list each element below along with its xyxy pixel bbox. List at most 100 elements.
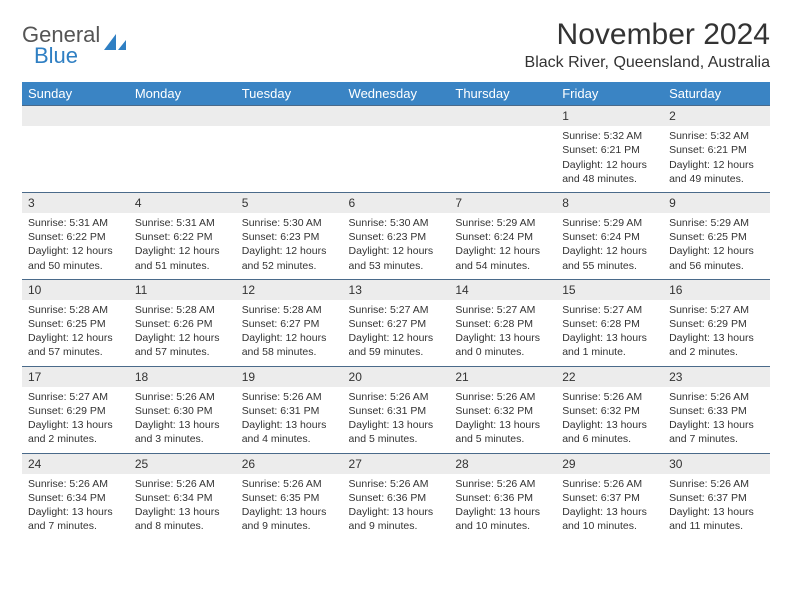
day-line: Daylight: 12 hours and 55 minutes.: [562, 244, 657, 272]
day-line: Sunrise: 5:30 AM: [349, 216, 444, 230]
day-cell: 24Sunrise: 5:26 AMSunset: 6:34 PMDayligh…: [22, 453, 129, 540]
day-number: 12: [236, 279, 343, 300]
day-number: 6: [343, 192, 450, 213]
day-number: 26: [236, 453, 343, 474]
header: General Blue November 2024 Black River, …: [22, 18, 770, 72]
day-number: 25: [129, 453, 236, 474]
day-line: Sunrise: 5:31 AM: [28, 216, 123, 230]
day-line: Sunset: 6:31 PM: [349, 404, 444, 418]
day-line: Daylight: 12 hours and 51 minutes.: [135, 244, 230, 272]
day-line: Sunrise: 5:26 AM: [135, 390, 230, 404]
day-line: Sunset: 6:21 PM: [669, 143, 764, 157]
logo-sail-icon: [102, 32, 128, 59]
day-line: Sunrise: 5:26 AM: [349, 477, 444, 491]
day-line: Sunrise: 5:28 AM: [28, 303, 123, 317]
day-text: [236, 126, 343, 184]
day-header: Tuesday: [236, 82, 343, 105]
day-line: Daylight: 12 hours and 53 minutes.: [349, 244, 444, 272]
day-header: Wednesday: [343, 82, 450, 105]
day-line: Daylight: 13 hours and 7 minutes.: [669, 418, 764, 446]
day-line: Sunset: 6:22 PM: [28, 230, 123, 244]
month-title: November 2024: [525, 18, 770, 52]
day-line: Sunrise: 5:29 AM: [455, 216, 550, 230]
day-text: Sunrise: 5:27 AMSunset: 6:29 PMDaylight:…: [22, 387, 129, 453]
day-line: Sunset: 6:23 PM: [349, 230, 444, 244]
day-text: Sunrise: 5:27 AMSunset: 6:28 PMDaylight:…: [449, 300, 556, 366]
day-line: Daylight: 12 hours and 58 minutes.: [242, 331, 337, 359]
day-number: 16: [663, 279, 770, 300]
day-text: [343, 126, 450, 184]
location: Black River, Queensland, Australia: [525, 54, 770, 72]
day-line: Sunset: 6:34 PM: [28, 491, 123, 505]
day-text: Sunrise: 5:31 AMSunset: 6:22 PMDaylight:…: [129, 213, 236, 279]
day-line: Sunset: 6:27 PM: [349, 317, 444, 331]
day-line: Sunrise: 5:26 AM: [562, 477, 657, 491]
day-line: Daylight: 13 hours and 3 minutes.: [135, 418, 230, 446]
day-cell: [449, 105, 556, 192]
day-number: 2: [663, 105, 770, 126]
day-cell: 1Sunrise: 5:32 AMSunset: 6:21 PMDaylight…: [556, 105, 663, 192]
day-cell: 4Sunrise: 5:31 AMSunset: 6:22 PMDaylight…: [129, 192, 236, 279]
day-text: [22, 126, 129, 184]
day-text: Sunrise: 5:27 AMSunset: 6:28 PMDaylight:…: [556, 300, 663, 366]
day-text: Sunrise: 5:26 AMSunset: 6:36 PMDaylight:…: [449, 474, 556, 540]
day-cell: 15Sunrise: 5:27 AMSunset: 6:28 PMDayligh…: [556, 279, 663, 366]
day-line: Sunrise: 5:32 AM: [669, 129, 764, 143]
day-cell: [22, 105, 129, 192]
day-text: Sunrise: 5:26 AMSunset: 6:37 PMDaylight:…: [556, 474, 663, 540]
day-cell: 13Sunrise: 5:27 AMSunset: 6:27 PMDayligh…: [343, 279, 450, 366]
day-line: Daylight: 12 hours and 48 minutes.: [562, 158, 657, 186]
day-text: [129, 126, 236, 184]
day-line: Daylight: 13 hours and 1 minute.: [562, 331, 657, 359]
day-number: 9: [663, 192, 770, 213]
day-number: 14: [449, 279, 556, 300]
week-row: 17Sunrise: 5:27 AMSunset: 6:29 PMDayligh…: [22, 366, 770, 453]
day-text: Sunrise: 5:26 AMSunset: 6:31 PMDaylight:…: [343, 387, 450, 453]
day-cell: 30Sunrise: 5:26 AMSunset: 6:37 PMDayligh…: [663, 453, 770, 540]
day-cell: 3Sunrise: 5:31 AMSunset: 6:22 PMDaylight…: [22, 192, 129, 279]
day-cell: 23Sunrise: 5:26 AMSunset: 6:33 PMDayligh…: [663, 366, 770, 453]
day-number: 4: [129, 192, 236, 213]
day-line: Sunset: 6:36 PM: [455, 491, 550, 505]
day-line: Sunset: 6:22 PM: [135, 230, 230, 244]
day-text: Sunrise: 5:26 AMSunset: 6:36 PMDaylight:…: [343, 474, 450, 540]
day-line: Sunrise: 5:29 AM: [669, 216, 764, 230]
day-cell: [343, 105, 450, 192]
day-number: 17: [22, 366, 129, 387]
day-text: Sunrise: 5:26 AMSunset: 6:37 PMDaylight:…: [663, 474, 770, 540]
day-line: Sunrise: 5:26 AM: [669, 477, 764, 491]
day-text: Sunrise: 5:26 AMSunset: 6:32 PMDaylight:…: [556, 387, 663, 453]
day-line: Daylight: 13 hours and 2 minutes.: [669, 331, 764, 359]
day-number: 27: [343, 453, 450, 474]
day-line: Daylight: 13 hours and 11 minutes.: [669, 505, 764, 533]
day-number: 15: [556, 279, 663, 300]
day-line: Sunrise: 5:26 AM: [242, 477, 337, 491]
day-line: Sunset: 6:24 PM: [562, 230, 657, 244]
day-number: [343, 105, 450, 126]
day-text: Sunrise: 5:27 AMSunset: 6:29 PMDaylight:…: [663, 300, 770, 366]
day-number: 20: [343, 366, 450, 387]
day-number: 5: [236, 192, 343, 213]
day-line: Sunset: 6:28 PM: [562, 317, 657, 331]
day-line: Sunset: 6:34 PM: [135, 491, 230, 505]
calendar-table: Sunday Monday Tuesday Wednesday Thursday…: [22, 82, 770, 539]
day-number: 18: [129, 366, 236, 387]
day-line: Sunrise: 5:27 AM: [669, 303, 764, 317]
day-text: [449, 126, 556, 184]
day-line: Daylight: 13 hours and 5 minutes.: [349, 418, 444, 446]
day-number: 22: [556, 366, 663, 387]
logo-word-blue: Blue: [34, 45, 100, 67]
day-number: 7: [449, 192, 556, 213]
day-cell: 22Sunrise: 5:26 AMSunset: 6:32 PMDayligh…: [556, 366, 663, 453]
day-line: Daylight: 13 hours and 6 minutes.: [562, 418, 657, 446]
day-line: Sunrise: 5:28 AM: [242, 303, 337, 317]
day-cell: 20Sunrise: 5:26 AMSunset: 6:31 PMDayligh…: [343, 366, 450, 453]
day-number: [449, 105, 556, 126]
day-line: Daylight: 12 hours and 50 minutes.: [28, 244, 123, 272]
day-line: Sunset: 6:25 PM: [28, 317, 123, 331]
day-number: 23: [663, 366, 770, 387]
day-cell: 12Sunrise: 5:28 AMSunset: 6:27 PMDayligh…: [236, 279, 343, 366]
day-cell: 19Sunrise: 5:26 AMSunset: 6:31 PMDayligh…: [236, 366, 343, 453]
day-number: 8: [556, 192, 663, 213]
day-cell: 27Sunrise: 5:26 AMSunset: 6:36 PMDayligh…: [343, 453, 450, 540]
